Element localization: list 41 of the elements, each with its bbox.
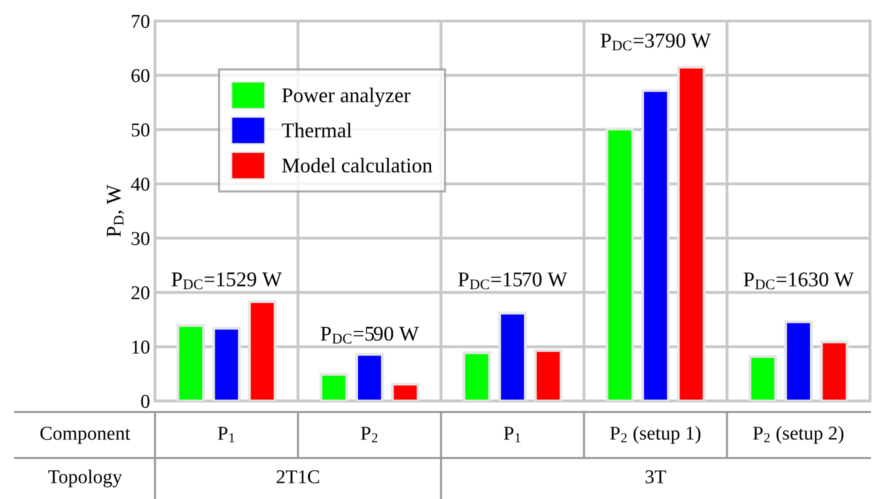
text: Topology	[48, 470, 122, 488]
bar	[534, 349, 563, 401]
y-tick-label: 0	[141, 394, 150, 408]
bar	[462, 351, 492, 401]
y-tick-label: 50	[132, 123, 150, 137]
annotation: P$_{DC}$=1630 W	[744, 272, 854, 290]
y-tick-label: 10	[132, 340, 150, 354]
y-tick-label: 60	[132, 69, 150, 82]
y-axis-title: P$_{D}$, W	[106, 184, 124, 237]
y-tick-label: 30	[132, 232, 150, 246]
bar	[319, 373, 348, 401]
bar	[748, 355, 778, 401]
annotation: P$_{DC}$=1529 W	[172, 272, 282, 290]
x-tick-label: P$_{2}$ (setup 2)	[753, 426, 844, 444]
legend-label: Model calculation	[282, 158, 432, 173]
bar	[641, 89, 670, 401]
bar	[355, 352, 384, 401]
x-tick-label: P$_{1}$	[218, 426, 234, 442]
y-tick-label: 70	[132, 14, 150, 28]
x-tick-label: P$_{1}$	[504, 426, 520, 442]
bar	[498, 312, 527, 401]
bar	[390, 382, 420, 401]
legend-label: Power analyzer	[282, 88, 410, 107]
y-tick-label: 40	[131, 178, 150, 191]
bar	[212, 326, 241, 401]
annotation: P$_{DC}$=590 W	[320, 326, 419, 344]
annotation: P$_{DC}$=1570 W	[458, 272, 568, 290]
x-tick-label: P$_{2}$	[360, 426, 378, 442]
annotation: P$_{DC}$=3790 W	[600, 34, 711, 50]
text: 3T	[646, 470, 666, 484]
x-tick-label: P$_{2}$ (setup 1)	[610, 426, 700, 444]
text: 2T1C	[276, 470, 320, 484]
bar	[176, 324, 206, 401]
bar	[784, 320, 813, 401]
legend-label: Thermal	[282, 122, 352, 138]
y-tick-label: 20	[132, 286, 150, 300]
bar	[605, 128, 634, 401]
bar	[820, 340, 849, 401]
text: Component	[40, 426, 130, 444]
bar	[676, 66, 706, 401]
bar	[248, 300, 277, 401]
